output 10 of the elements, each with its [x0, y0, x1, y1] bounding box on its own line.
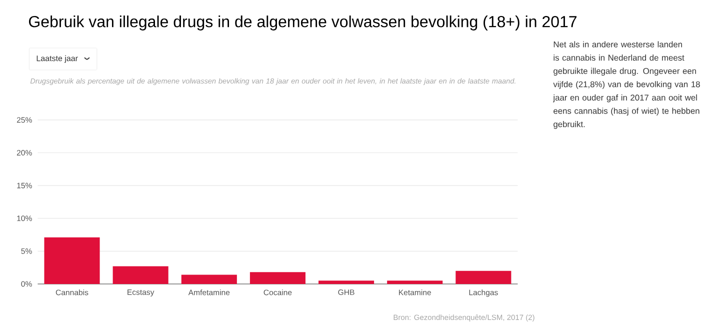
bar [318, 280, 374, 284]
bar [250, 272, 306, 284]
text: Laatste jaar [36, 55, 78, 63]
bar [181, 274, 237, 284]
text: Net als in andere westerse landen is cannabis in Nederland de meest gebruikte illegale drug. Ongeveer een vijfde (21,8%) van de bevolking van 18 jaar en ouder gaf in 2017 aan ooit wel eens cannabis (hasj of wiet) te hebben gebruikt. [553, 41, 700, 129]
bar [387, 280, 443, 284]
chart-title: Gebruik van illegale drugs in de algemene volwassen bevolking (18+) in 2017 [29, 16, 576, 30]
bar [456, 270, 512, 284]
bar [112, 266, 168, 284]
bar [44, 237, 100, 284]
